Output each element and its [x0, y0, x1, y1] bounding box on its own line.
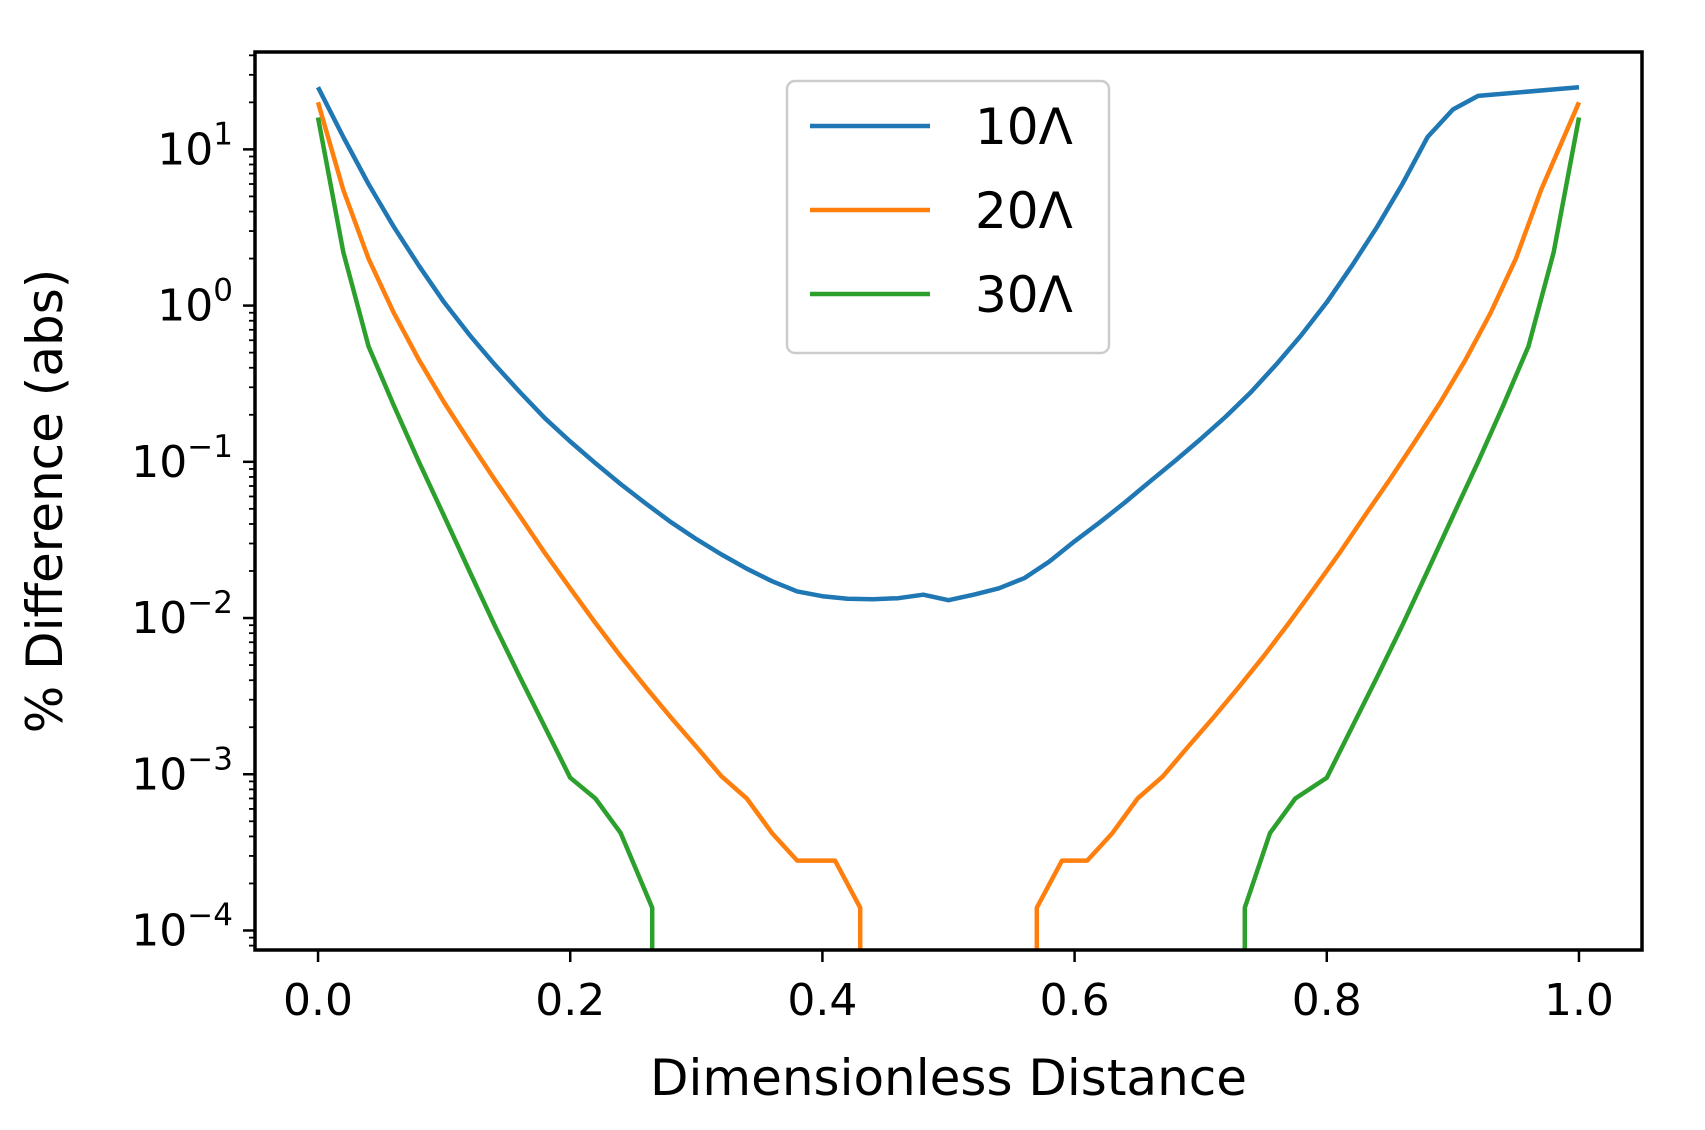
legend-box	[785, 79, 1111, 355]
y-tick-label-5: 10−4	[131, 897, 233, 956]
legend-label-0: 10Λ	[975, 98, 1073, 156]
y-tick-label-0: 101	[157, 116, 233, 175]
series-line-0	[315, 84, 1580, 603]
x-tick-label-1: 0.2	[535, 975, 605, 1026]
series-line-2	[1034, 101, 1582, 950]
y-axis-label: % Difference (abs)	[16, 269, 74, 734]
series-line-1	[315, 101, 863, 950]
y-tick-label-4: 10−3	[131, 741, 233, 800]
x-tick-label-4: 0.8	[1292, 975, 1362, 1026]
legend-label-2: 30Λ	[975, 266, 1073, 324]
x-tick-label-2: 0.4	[787, 975, 857, 1026]
y-axis: 101 100 10−1 10−2 10−3 10−4	[131, 54, 255, 956]
x-tick-label-0: 0.0	[283, 975, 353, 1026]
series-layer	[315, 84, 1582, 950]
y-tick-label-3: 10−2	[131, 585, 233, 644]
x-axis-label: Dimensionless Distance	[650, 1049, 1247, 1107]
plot-frame	[253, 50, 1644, 952]
x-tick-label-3: 0.6	[1040, 975, 1110, 1026]
series-line-4	[1242, 117, 1582, 950]
x-axis: 0.0 0.2 0.4 0.6 0.8 1.0	[283, 950, 1614, 1026]
y-tick-label-1: 100	[157, 273, 233, 332]
x-tick-label-5: 1.0	[1544, 975, 1614, 1026]
legend: 10Λ 20Λ 30Λ	[785, 79, 1111, 355]
series-line-3	[315, 117, 655, 950]
y-tick-label-2: 10−1	[131, 429, 233, 488]
legend-label-1: 20Λ	[975, 182, 1073, 240]
